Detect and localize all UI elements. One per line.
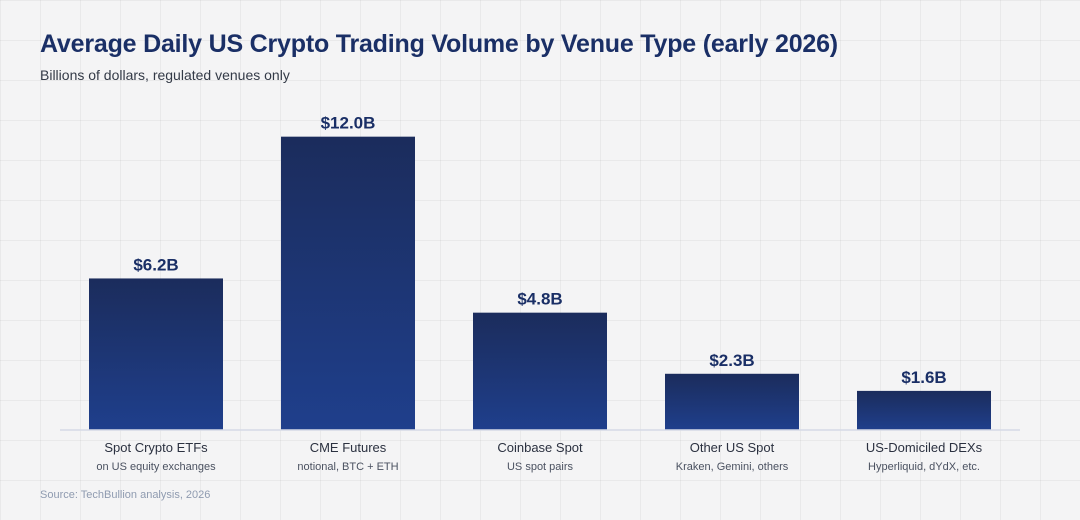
value-label-4: $1.6B bbox=[901, 368, 946, 387]
category-label-3: Other US Spot bbox=[690, 440, 775, 455]
value-label-0: $6.2B bbox=[133, 255, 178, 274]
value-label-1: $12.0B bbox=[321, 114, 376, 133]
bar-3 bbox=[665, 373, 799, 430]
source-note: Source: TechBullion analysis, 2026 bbox=[40, 489, 211, 501]
category-note-2: US spot pairs bbox=[507, 461, 574, 473]
category-label-4: US-Domiciled DEXs bbox=[866, 440, 983, 455]
category-note-0: on US equity exchanges bbox=[96, 461, 216, 473]
bar-2 bbox=[473, 312, 607, 430]
category-label-2: Coinbase Spot bbox=[497, 440, 583, 455]
chart-title: Average Daily US Crypto Trading Volume b… bbox=[40, 30, 838, 58]
value-label-3: $2.3B bbox=[709, 351, 754, 370]
category-note-1: notional, BTC + ETH bbox=[297, 461, 398, 473]
category-label-0: Spot Crypto ETFs bbox=[104, 440, 208, 455]
category-note-3: Kraken, Gemini, others bbox=[676, 461, 789, 473]
value-label-2: $4.8B bbox=[517, 290, 562, 309]
chart-subtitle: Billions of dollars, regulated venues on… bbox=[40, 67, 290, 83]
category-label-1: CME Futures bbox=[310, 440, 387, 455]
bar-0 bbox=[89, 278, 223, 430]
category-note-4: Hyperliquid, dYdX, etc. bbox=[868, 461, 980, 473]
bar-4 bbox=[857, 390, 991, 430]
bar-1 bbox=[281, 136, 415, 430]
